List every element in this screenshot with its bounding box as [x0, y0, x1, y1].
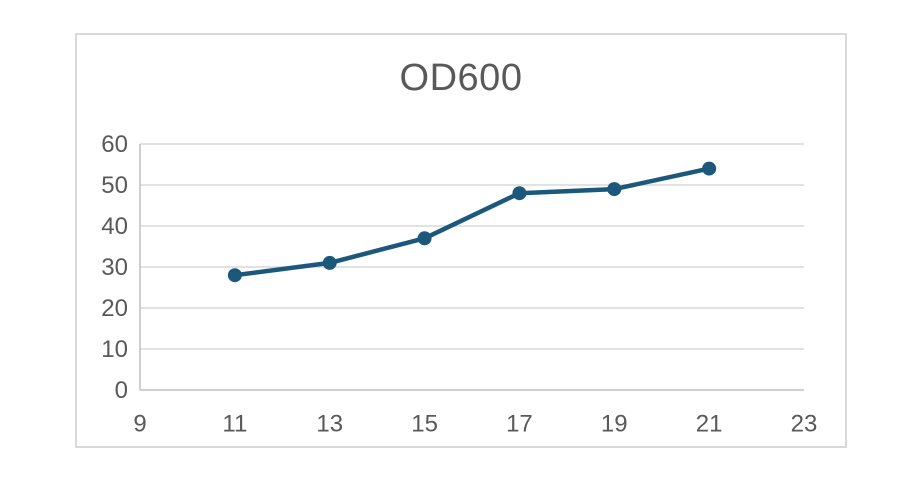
x-tick-label: 11 — [222, 410, 247, 437]
data-point[interactable] — [322, 255, 337, 270]
y-tick-label: 50 — [101, 172, 128, 199]
y-tick-label: 10 — [101, 336, 128, 363]
data-point[interactable] — [417, 231, 432, 246]
chart[interactable]: 0 10 20 30 40 50 60 9 11 13 15 17 19 21 23 OD600 — [75, 33, 847, 448]
x-tick-label: 17 — [506, 410, 533, 437]
chart-title[interactable]: OD600 — [399, 57, 523, 99]
x-tick-label: 21 — [696, 410, 723, 437]
x-tick-label: 15 — [411, 410, 438, 437]
y-tick-label: 20 — [101, 295, 128, 322]
x-tick-label: 23 — [791, 410, 818, 437]
y-tick-label: 0 — [115, 377, 128, 404]
y-tick-label: 40 — [101, 213, 128, 240]
chart-svg: 0 10 20 30 40 50 60 9 11 13 15 17 19 21 23 — [101, 131, 818, 437]
data-point[interactable] — [512, 186, 527, 201]
x-tick-label: 19 — [601, 410, 628, 437]
y-tick-label: 30 — [101, 254, 128, 281]
data-point[interactable] — [607, 182, 622, 197]
x-tick-label: 9 — [133, 410, 146, 437]
data-point[interactable] — [702, 161, 717, 176]
data-point[interactable] — [227, 268, 242, 283]
x-tick-label: 13 — [316, 410, 343, 437]
y-tick-label: 60 — [101, 131, 128, 158]
series-line[interactable] — [232, 166, 712, 278]
